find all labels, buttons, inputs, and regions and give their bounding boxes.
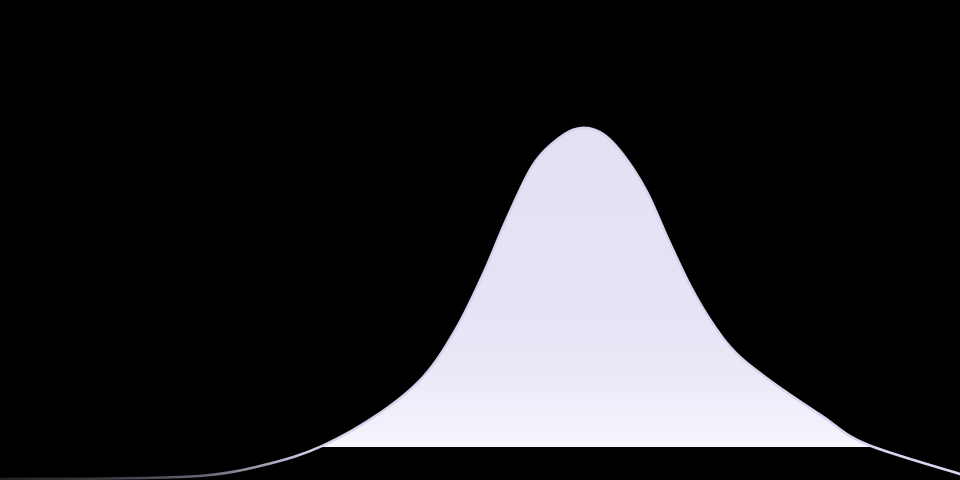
density-curve-line [0,126,960,480]
density-area-fill [319,127,874,447]
clipped-fill-group [319,127,874,447]
